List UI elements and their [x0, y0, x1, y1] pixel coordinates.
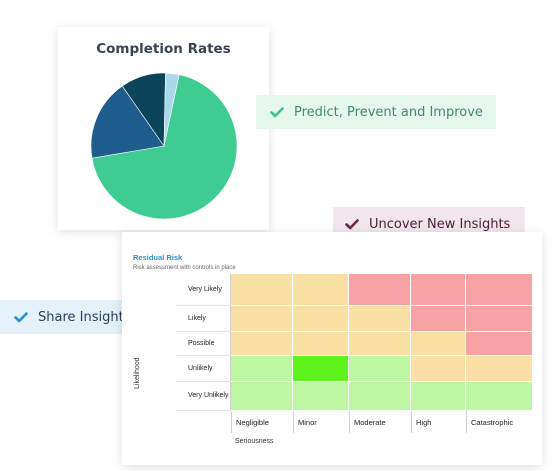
risk-row: Likely	[176, 306, 533, 332]
pie-chart-title: Completion Rates	[96, 41, 231, 57]
seriousness-label: Negligible	[231, 411, 293, 433]
seriousness-axis-label: Seriousness	[235, 438, 274, 445]
pie-chart	[90, 72, 238, 220]
predict-prevent-improve-badge: Predict, Prevent and Improve	[256, 95, 496, 129]
risk-cell-bright-green	[293, 356, 349, 382]
risk-cell-green	[293, 382, 349, 411]
risk-cell-amber	[349, 332, 411, 356]
check-icon	[14, 311, 28, 323]
risk-title: Residual Risk	[133, 253, 183, 262]
risk-cell-amber	[293, 306, 349, 332]
risk-cell-amber	[231, 332, 293, 356]
risk-row: Very Unlikely	[176, 382, 533, 411]
risk-row: Unlikely	[176, 356, 533, 382]
likelihood-label: Unlikely	[176, 356, 231, 382]
seriousness-label: High	[411, 411, 466, 433]
risk-row: Possible	[176, 332, 533, 356]
risk-cell-amber	[231, 274, 293, 306]
risk-matrix: Very Likely Likely Possible Unlikely Very Un…	[176, 274, 533, 433]
risk-cell-green	[349, 382, 411, 411]
check-icon	[270, 106, 284, 118]
risk-cell-red	[466, 332, 533, 356]
risk-cell-amber	[411, 332, 466, 356]
seriousness-label: Catastrophic	[466, 411, 533, 433]
seriousness-label: Minor	[293, 411, 349, 433]
risk-cell-amber	[411, 356, 466, 382]
risk-cell-red	[349, 274, 411, 306]
seriousness-label: Moderate	[349, 411, 411, 433]
likelihood-axis-label: Likelihood	[134, 357, 141, 389]
risk-cell-amber	[349, 306, 411, 332]
badge-label: Share Insights	[38, 309, 131, 325]
risk-cell-amber	[231, 306, 293, 332]
likelihood-label: Possible	[176, 332, 231, 356]
risk-cell-red	[466, 274, 533, 306]
pie-slice	[163, 72, 180, 147]
risk-cell-green	[231, 382, 293, 411]
residual-risk-card: Residual Risk Risk assessment with contr…	[122, 232, 542, 465]
likelihood-label: Very Likely	[176, 274, 231, 306]
risk-row: Very Likely	[176, 274, 533, 306]
risk-cell-red	[411, 306, 466, 332]
risk-cell-amber	[466, 356, 533, 382]
risk-cell-green	[349, 356, 411, 382]
pie-slice	[91, 74, 238, 220]
risk-cell-green	[411, 382, 466, 411]
risk-cell-green	[466, 382, 533, 411]
completion-rates-card: Completion Rates	[58, 27, 269, 230]
seriousness-labels: Negligible Minor Moderate High Catastrophic	[231, 411, 533, 433]
share-insights-badge: Share Insights	[0, 300, 142, 334]
likelihood-label: Likely	[176, 306, 231, 332]
check-icon	[345, 218, 359, 230]
risk-subtitle: Risk assessment with controls in place	[133, 265, 236, 271]
badge-label: Predict, Prevent and Improve	[294, 104, 483, 120]
risk-cell-green	[231, 356, 293, 382]
badge-label: Uncover New Insights	[369, 216, 511, 232]
likelihood-label: Very Unlikely	[176, 382, 231, 411]
risk-cell-red	[466, 306, 533, 332]
risk-cell-amber	[293, 332, 349, 356]
pie-slice	[90, 85, 165, 159]
risk-cell-amber	[293, 274, 349, 306]
risk-cell-red	[411, 274, 466, 306]
